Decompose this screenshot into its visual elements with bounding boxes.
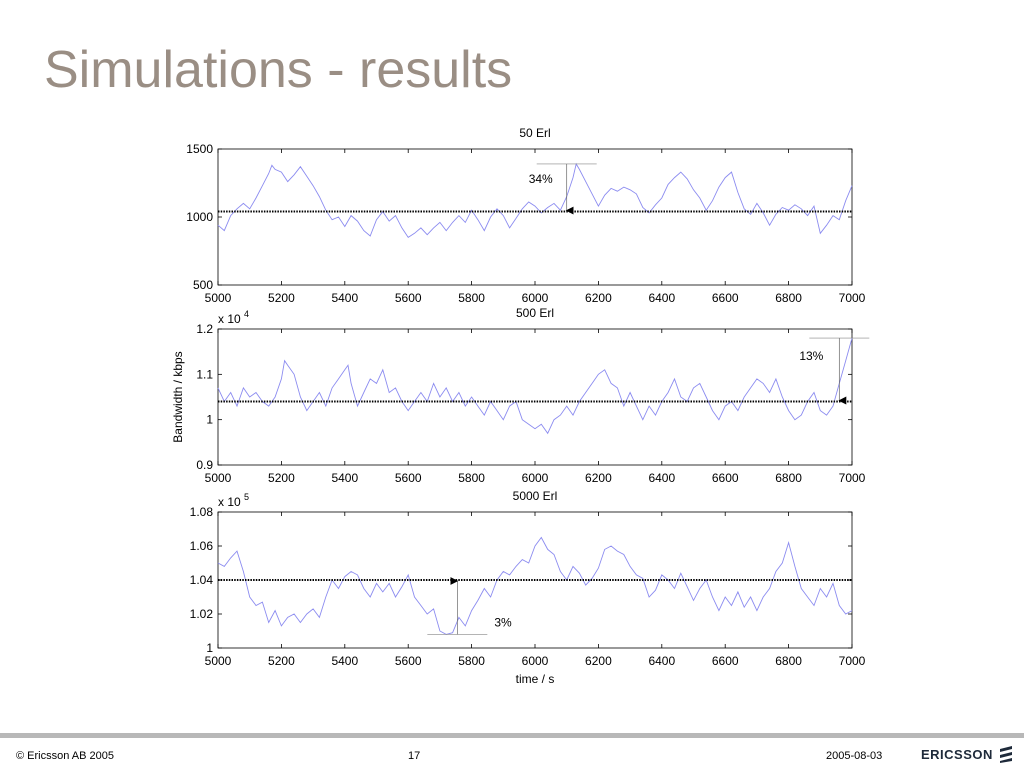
exponent-superscript: 4 [244,309,249,319]
chart-title: 5000 Erl [513,489,558,503]
chart-panel-2: 5000 5200 5400 5600 5800 6000 6200 6400 6600 6800… [171,306,870,485]
x-tick-label: 5400 [331,471,358,485]
ericsson-logo: ERICSSON [921,744,1014,764]
slide-title: Simulations - results [44,41,513,99]
x-tick-label: 6400 [648,654,675,668]
y-tick-label: 1.2 [196,322,213,336]
x-tick-label: 6400 [648,471,675,485]
bandwidth-series-line [217,536,853,635]
x-tick-label: 5600 [395,291,422,305]
deviation-percent-label: 34% [529,172,553,186]
x-tick-label: 6200 [585,654,612,668]
plot-frame [217,328,853,466]
ericsson-logo-icon [999,746,1012,763]
x-tick-label: 6800 [775,471,802,485]
logo-wordmark: ERICSSON [921,746,993,762]
y-tick-label: 1 [206,413,213,427]
deviation-percent-label: 3% [494,615,512,629]
x-tick-label: 5000 [205,654,232,668]
exponent-label: x 10 [218,312,241,326]
y-tick-label: 0.9 [196,458,213,472]
x-tick-label: 6600 [712,654,739,668]
x-tick-label: 5800 [458,471,485,485]
x-tick-label: 6800 [775,654,802,668]
y-tick-label: 1.06 [190,539,214,553]
x-tick-label: 5000 [205,291,232,305]
y-tick-label: 1.1 [196,367,213,381]
chart-title: 500 Erl [516,306,554,320]
footer-divider [0,733,1024,738]
x-tick-label: 7000 [839,654,866,668]
y-tick-label: 1.02 [190,607,214,621]
y-tick-label: 1000 [186,210,213,224]
x-tick-label: 7000 [839,471,866,485]
x-tick-label: 6200 [585,291,612,305]
deviation-percent-label: 13% [799,349,823,363]
chart-panel-1: 5000 5200 5400 5600 5800 6000 6200 6400 6600 6800… [186,126,865,305]
y-axis-label: Bandwidth / kbps [171,351,185,442]
x-tick-label: 7000 [839,291,866,305]
exponent-label: x 10 [218,495,241,509]
chart-title: 50 Erl [519,126,550,140]
x-tick-label: 5400 [331,654,358,668]
x-tick-label: 6400 [648,291,675,305]
x-tick-label: 6800 [775,291,802,305]
y-tick-label: 1 [206,641,213,655]
bandwidth-series-line [217,337,853,435]
x-tick-label: 6600 [712,291,739,305]
y-tick-label: 1.04 [190,573,214,587]
x-axis-label: time / s [516,672,555,686]
x-tick-label: 5200 [268,471,295,485]
exponent-superscript: 5 [244,492,249,502]
x-tick-label: 5200 [268,654,295,668]
x-tick-label: 6600 [712,471,739,485]
x-tick-label: 6000 [522,291,549,305]
x-tick-label: 5800 [458,291,485,305]
x-tick-label: 5600 [395,471,422,485]
x-tick-label: 5800 [458,654,485,668]
footer-copyright: © Ericsson AB 2005 [16,750,114,762]
y-tick-label: 1500 [186,142,213,156]
x-tick-label: 6200 [585,471,612,485]
bandwidth-charts: 5000 5200 5400 5600 5800 6000 6200 6400 6600 6800… [171,126,870,686]
plot-frame [217,148,853,286]
y-tick-label: 1.08 [190,505,214,519]
x-tick-label: 5200 [268,291,295,305]
footer-date: 2005-08-03 [826,750,883,762]
x-tick-label: 5400 [331,291,358,305]
x-tick-label: 6000 [522,471,549,485]
bandwidth-series-line [217,162,853,239]
x-tick-label: 5600 [395,654,422,668]
x-tick-label: 5000 [205,471,232,485]
y-tick-label: 500 [193,278,213,292]
footer-page-number: 17 [408,750,421,762]
chart-panel-3: 5000 5200 5400 5600 5800 6000 6200 6400 6600 6800… [190,489,866,686]
x-tick-label: 6000 [522,654,549,668]
